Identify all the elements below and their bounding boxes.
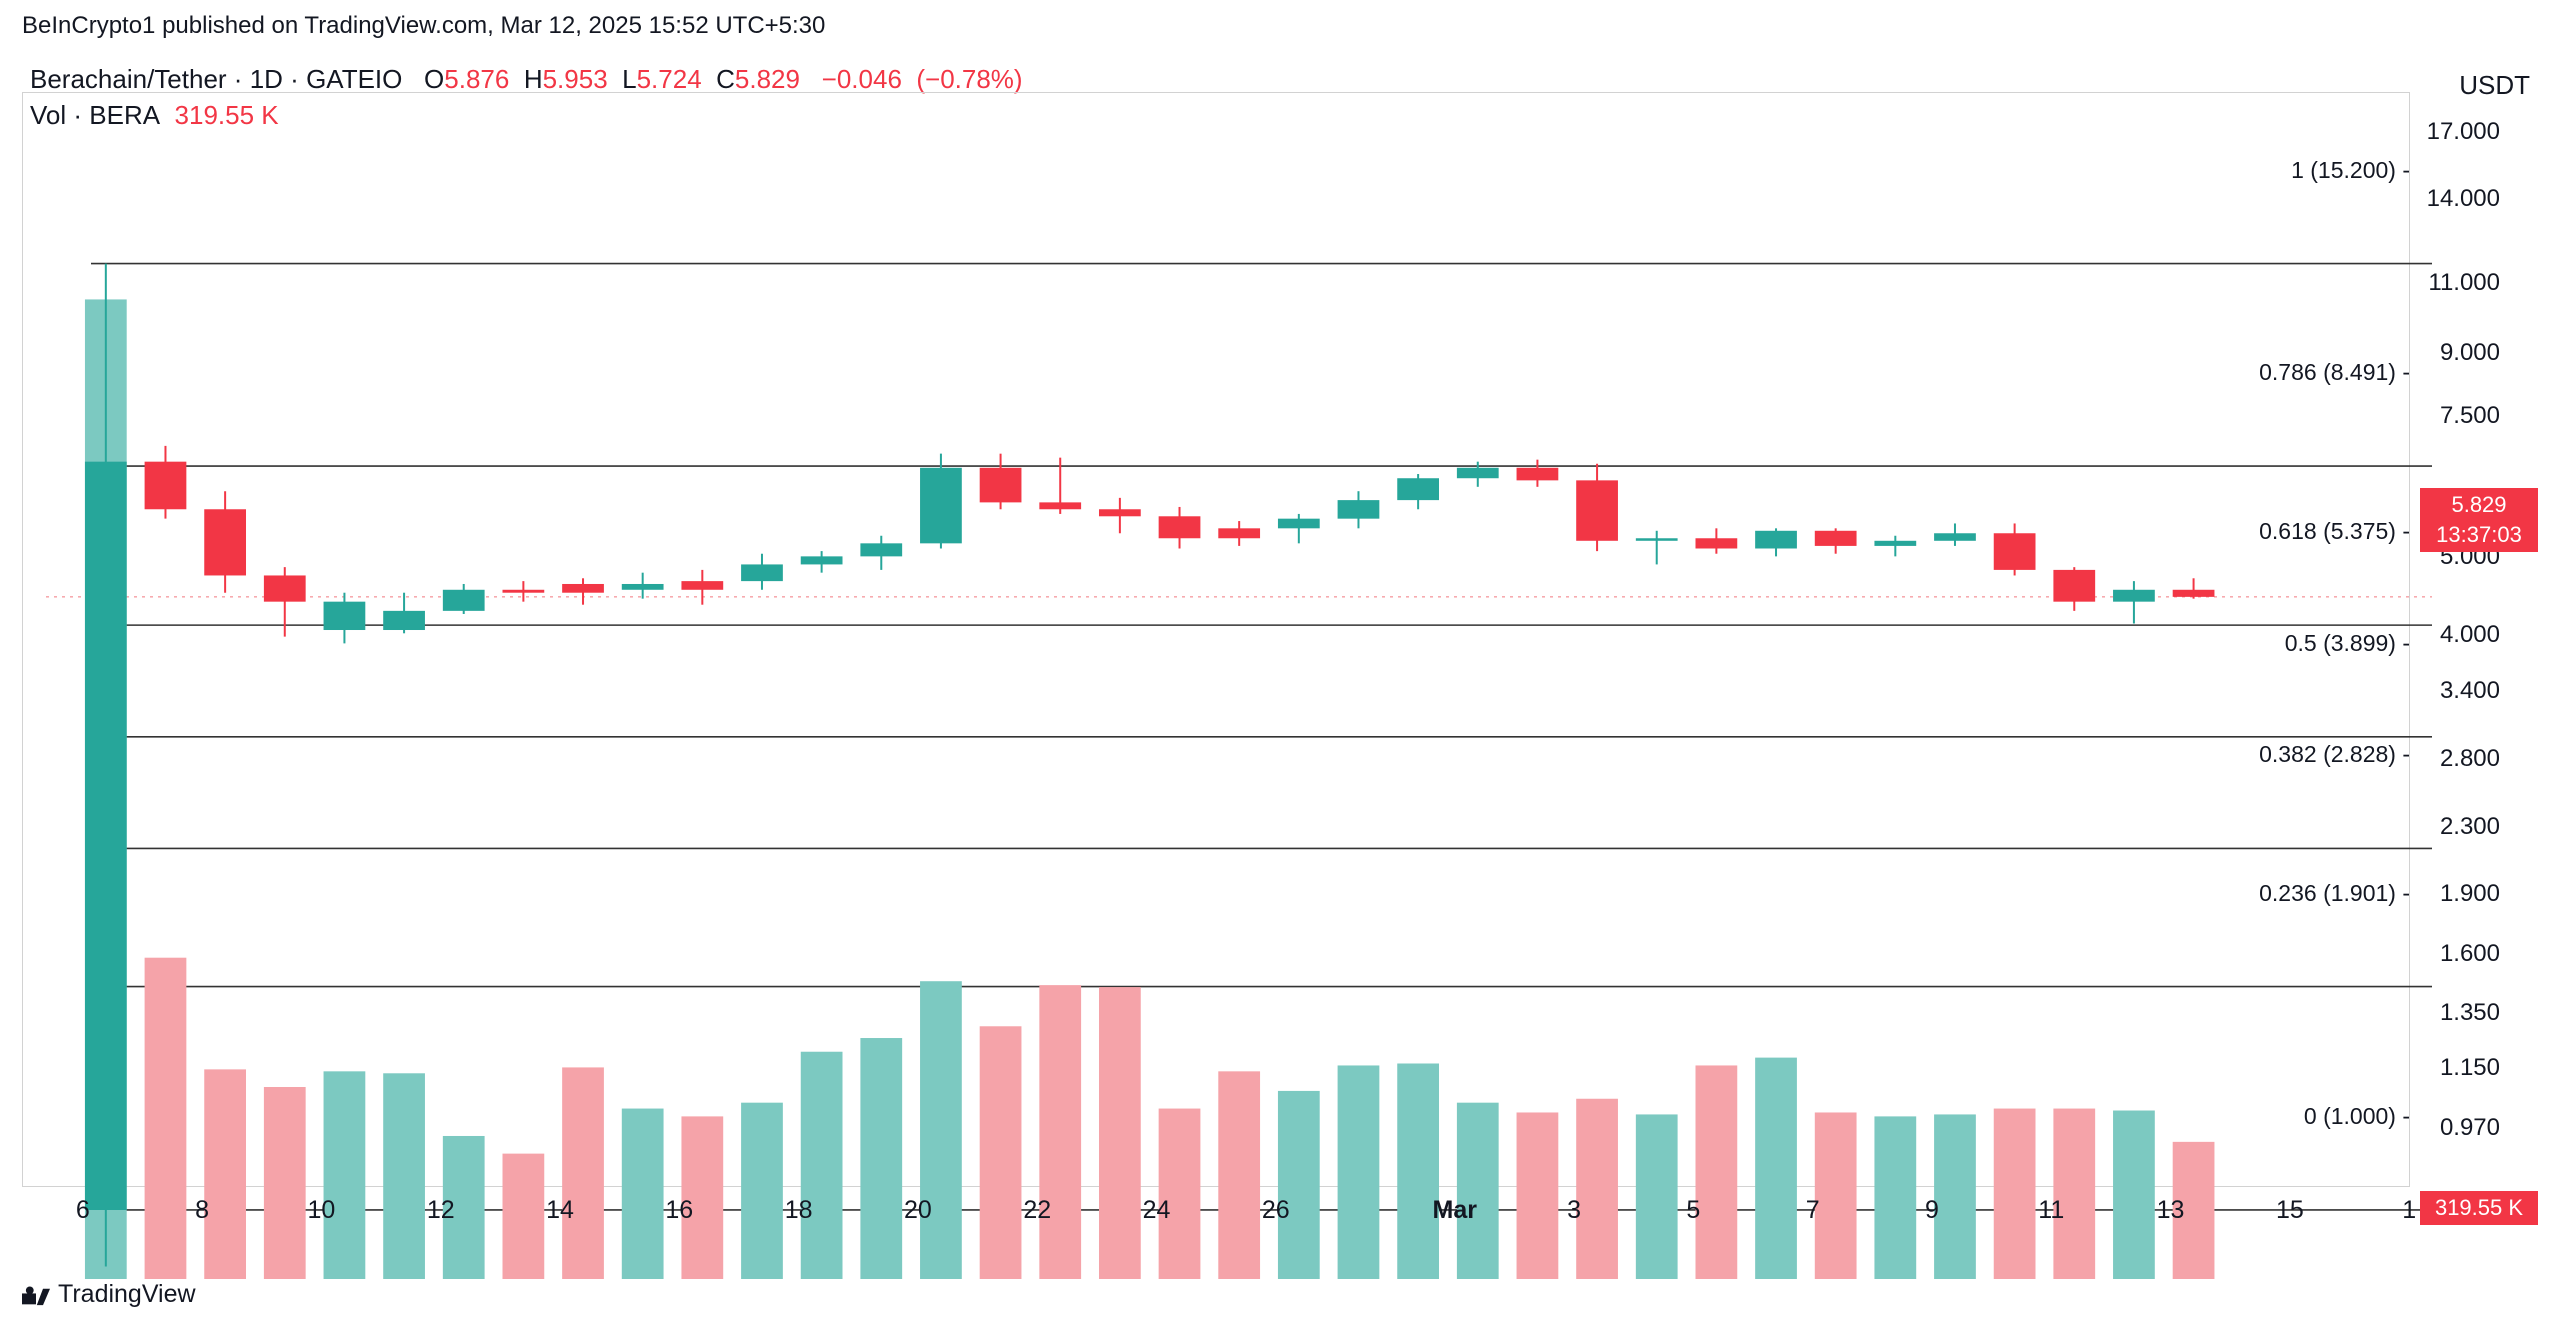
chart-plot[interactable] [22, 92, 2410, 1187]
x-tick: 18 [785, 1196, 813, 1225]
x-tick: 12 [427, 1196, 455, 1225]
fib-level-label: 0.382 (2.828) - [2259, 741, 2410, 768]
symbol-legend: Berachain/Tether · 1D · GATEIO O5.876 H5… [30, 64, 1023, 95]
y-currency: USDT [2459, 70, 2530, 101]
x-tick: 15 [2276, 1196, 2304, 1225]
y-tick: 1.150 [2440, 1054, 2500, 1082]
x-tick: 26 [1262, 1196, 1290, 1225]
countdown-marker: 13:37:03 [2420, 518, 2538, 552]
x-tick: 7 [1806, 1196, 1820, 1225]
exchange: GATEIO [306, 64, 402, 94]
y-tick: 7.500 [2440, 402, 2500, 430]
ohlc-c: 5.829 [735, 64, 800, 94]
x-tick: 10 [308, 1196, 336, 1225]
x-tick: 5 [1686, 1196, 1700, 1225]
y-tick: 4.000 [2440, 621, 2500, 649]
fib-level-label: 0.236 (1.901) - [2259, 880, 2410, 907]
y-tick: 0.970 [2440, 1114, 2500, 1142]
y-tick: 2.800 [2440, 745, 2500, 773]
y-tick: 2.300 [2440, 813, 2500, 841]
volume-marker: 319.55 K [2420, 1191, 2538, 1225]
y-tick: 3.400 [2440, 677, 2500, 705]
chart-container: BeInCrypto1 published on TradingView.com… [0, 0, 2560, 1325]
x-tick: 22 [1023, 1196, 1051, 1225]
fib-level-label: 0 (1.000) - [2304, 1103, 2410, 1130]
fib-level-label: 0.786 (8.491) - [2259, 359, 2410, 386]
change-pct: (−0.78%) [916, 64, 1022, 94]
y-tick: 17.000 [2427, 118, 2500, 146]
change: −0.046 [822, 64, 902, 94]
footer-brand: TradingView [22, 1280, 196, 1309]
interval: 1D [250, 64, 283, 94]
y-tick: 11.000 [2428, 269, 2500, 297]
x-tick: 20 [904, 1196, 932, 1225]
x-tick: 6 [76, 1196, 90, 1225]
price-marker: 5.829 [2420, 488, 2538, 522]
chart-svg [46, 186, 2432, 1279]
x-tick: 11 [2038, 1196, 2064, 1225]
fib-level-label: 1 (15.200) - [2291, 157, 2410, 184]
y-tick: 1.900 [2440, 880, 2500, 908]
x-tick: 1 [2402, 1196, 2416, 1225]
brand-text: TradingView [58, 1280, 196, 1309]
x-tick: 14 [546, 1196, 574, 1225]
pair: Berachain/Tether [30, 64, 227, 94]
x-tick: 13 [2157, 1196, 2185, 1225]
tradingview-logo-icon [22, 1282, 50, 1308]
ohlc-l: 5.724 [637, 64, 702, 94]
x-tick: 16 [665, 1196, 693, 1225]
y-tick: 14.000 [2427, 185, 2500, 213]
x-tick: 3 [1567, 1196, 1581, 1225]
y-tick: 9.000 [2440, 339, 2500, 367]
y-tick: 1.600 [2440, 940, 2500, 968]
x-tick: 24 [1143, 1196, 1171, 1225]
x-tick: 8 [195, 1196, 209, 1225]
x-tick: 9 [1925, 1196, 1939, 1225]
publisher-line: BeInCrypto1 published on TradingView.com… [22, 12, 825, 40]
ohlc-o: 5.876 [444, 64, 509, 94]
fib-level-label: 0.5 (3.899) - [2285, 630, 2410, 657]
fib-level-label: 0.618 (5.375) - [2259, 518, 2410, 545]
ohlc-h: 5.953 [543, 64, 608, 94]
y-tick: 1.350 [2440, 999, 2500, 1027]
x-tick: Mar [1433, 1196, 1477, 1225]
